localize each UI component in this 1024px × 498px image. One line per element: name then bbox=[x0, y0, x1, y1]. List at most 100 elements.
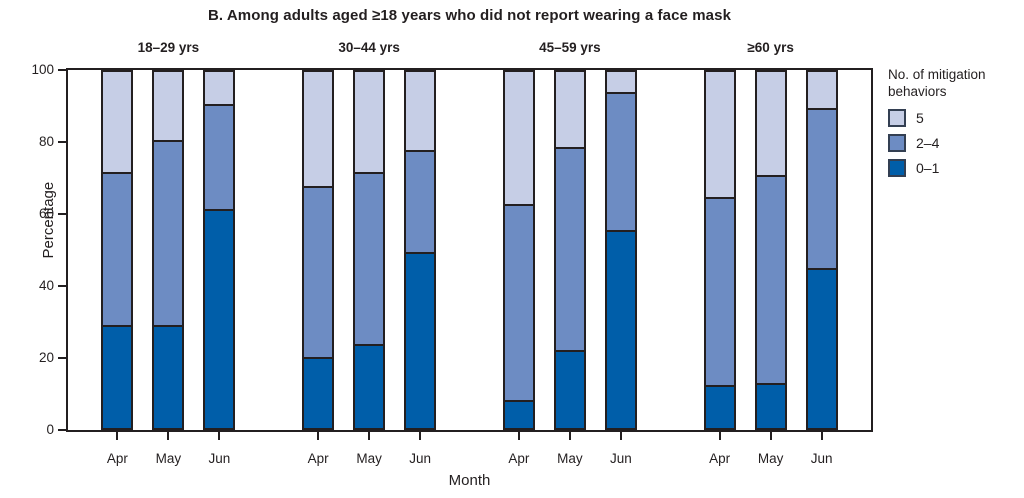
bar-segment-0–1 bbox=[555, 349, 584, 428]
x-axis-tick bbox=[419, 432, 422, 440]
x-axis-tick bbox=[568, 432, 571, 440]
bar-may: May bbox=[353, 70, 386, 466]
bar-segment-5 bbox=[606, 72, 635, 92]
month-label: May bbox=[757, 451, 784, 466]
x-axis-tick bbox=[317, 432, 320, 440]
age-group: 30–44 yrs Apr May Jun bbox=[269, 40, 470, 466]
bar-segment-5 bbox=[103, 72, 132, 172]
stacked-bar bbox=[502, 70, 535, 430]
bar-segment-0–1 bbox=[406, 251, 435, 428]
month-label: Jun bbox=[208, 451, 231, 466]
plot-area: 0 20 40 60 80 100 18–29 yrs Apr May Jun 30–44 yrs A… bbox=[31, 40, 873, 466]
bar-segment-5 bbox=[756, 72, 785, 176]
age-group: 18–29 yrs Apr May Jun bbox=[68, 40, 269, 466]
legend-item-label: 5 bbox=[916, 110, 924, 126]
group-label: 45–59 yrs bbox=[539, 40, 601, 55]
month-label: Jun bbox=[810, 451, 833, 466]
stacked-bar bbox=[805, 70, 838, 430]
month-label: Jun bbox=[409, 451, 432, 466]
legend-item-label: 2–4 bbox=[916, 135, 940, 151]
bar-segment-0–1 bbox=[807, 267, 836, 428]
bar-jun: Jun bbox=[203, 70, 236, 466]
x-axis-tick bbox=[116, 432, 119, 440]
y-axis-tick bbox=[58, 69, 66, 71]
legend-swatch bbox=[888, 159, 906, 177]
month-label: Jun bbox=[609, 451, 632, 466]
bar-segment-0–1 bbox=[705, 385, 734, 428]
month-label: May bbox=[557, 451, 583, 466]
bar-segment-0–1 bbox=[103, 324, 132, 428]
month-label: May bbox=[155, 451, 182, 466]
stacked-bar bbox=[152, 70, 185, 430]
legend-swatch bbox=[888, 134, 906, 152]
age-group: 45–59 yrs Apr May Jun bbox=[470, 40, 671, 466]
bar-segment-5 bbox=[705, 72, 734, 197]
stacked-bar bbox=[754, 70, 787, 430]
bar-may: May bbox=[152, 70, 185, 466]
bar-segment-5 bbox=[807, 72, 836, 108]
group-label: ≥60 yrs bbox=[747, 40, 794, 55]
y-axis-tick bbox=[58, 429, 66, 431]
x-axis-tick bbox=[368, 432, 371, 440]
bar-segment-0–1 bbox=[154, 324, 183, 428]
month-label: Apr bbox=[508, 451, 530, 466]
bar-segment-5 bbox=[355, 72, 384, 172]
group-label: 30–44 yrs bbox=[338, 40, 400, 55]
bar-segment-2–4 bbox=[304, 185, 333, 357]
bar-jun: Jun bbox=[604, 70, 637, 466]
bar-segment-0–1 bbox=[355, 344, 384, 428]
bar-may: May bbox=[553, 70, 586, 466]
bar-segment-2–4 bbox=[103, 171, 132, 325]
y-axis-tick-label: 40 bbox=[38, 278, 54, 293]
bar-segment-2–4 bbox=[606, 91, 635, 231]
group-label: 18–29 yrs bbox=[137, 40, 200, 55]
age-group: ≥60 yrs Apr May Jun bbox=[670, 40, 871, 466]
bar-segment-5 bbox=[406, 72, 435, 151]
bar-segment-0–1 bbox=[606, 230, 635, 428]
month-label: May bbox=[356, 451, 382, 466]
legend-item: 5 bbox=[888, 109, 1020, 127]
y-axis-tick-label: 20 bbox=[38, 350, 54, 365]
legend: No. of mitigation behaviors 5 2–4 0–1 bbox=[888, 66, 1020, 184]
bar-segment-5 bbox=[205, 72, 234, 105]
stacked-bar bbox=[353, 70, 386, 430]
x-axis-tick bbox=[769, 432, 772, 440]
y-axis-tick-label: 100 bbox=[31, 62, 54, 77]
stacked-bar bbox=[404, 70, 437, 430]
x-axis-tick bbox=[218, 432, 221, 440]
bar-segment-2–4 bbox=[555, 146, 584, 350]
bar-may: May bbox=[754, 70, 787, 466]
legend-item-label: 0–1 bbox=[916, 160, 940, 176]
x-axis-tick bbox=[619, 432, 622, 440]
stacked-bar bbox=[604, 70, 637, 430]
y-axis-tick bbox=[58, 285, 66, 287]
x-axis-tick bbox=[820, 432, 823, 440]
legend-title: No. of mitigation behaviors bbox=[888, 67, 986, 99]
stacked-bar bbox=[553, 70, 586, 430]
x-axis-title: Month bbox=[448, 472, 491, 489]
month-label: Apr bbox=[307, 451, 329, 466]
bar-segment-5 bbox=[154, 72, 183, 140]
bar-jun: Jun bbox=[404, 70, 437, 466]
bar-segment-5 bbox=[504, 72, 533, 204]
bar-apr: Apr bbox=[703, 70, 736, 466]
bar-segment-2–4 bbox=[205, 104, 234, 210]
bar-segment-2–4 bbox=[705, 196, 734, 386]
y-axis-tick bbox=[58, 213, 66, 215]
x-axis-tick bbox=[718, 432, 721, 440]
legend-item: 2–4 bbox=[888, 134, 1020, 152]
y-axis-tick-label: 80 bbox=[38, 134, 54, 149]
stacked-bar bbox=[302, 70, 335, 430]
bar-segment-2–4 bbox=[504, 203, 533, 400]
bar-segment-0–1 bbox=[304, 356, 333, 428]
bar-segment-2–4 bbox=[355, 171, 384, 345]
bar-segment-5 bbox=[304, 72, 333, 186]
bar-segment-0–1 bbox=[205, 209, 234, 428]
y-axis-tick-label: 0 bbox=[46, 422, 54, 437]
y-axis-tick-label: 60 bbox=[38, 206, 54, 221]
stacked-bar bbox=[203, 70, 236, 430]
bar-jun: Jun bbox=[805, 70, 838, 466]
bar-segment-0–1 bbox=[756, 383, 785, 428]
y-axis-tick bbox=[58, 357, 66, 359]
